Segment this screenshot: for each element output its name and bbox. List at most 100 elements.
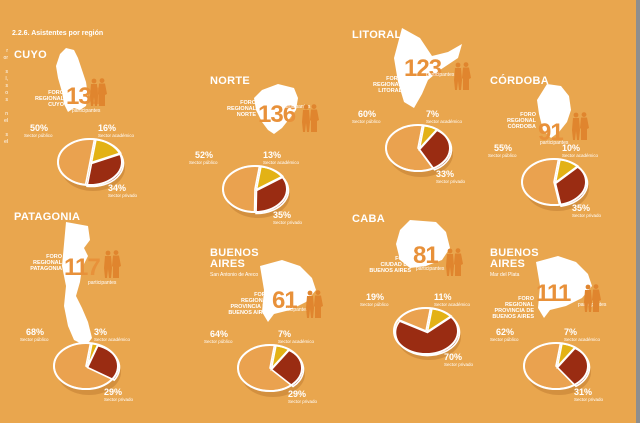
label-sector-academico: Sector académico [564, 337, 601, 342]
pct-sector-privado: 34% [108, 183, 127, 193]
sector-pie-chart [519, 337, 593, 404]
pct-sector-privado: 33% [436, 169, 455, 179]
label-sector-academico: Sector académico [263, 160, 300, 165]
pct-sector-privado: 70% [444, 352, 463, 362]
region-name: NORTE [210, 75, 250, 87]
people-icon [570, 112, 590, 145]
region-map-shape [254, 84, 298, 134]
pct-sector-publico: 68% [26, 327, 45, 337]
label-sector-academico: Sector académico [426, 119, 463, 124]
region-map-shape [396, 220, 450, 268]
label-sector-privado: Sector privado [574, 397, 604, 402]
label-sector-academico: Sector académico [562, 153, 599, 158]
pct-sector-privado: 29% [104, 387, 123, 397]
participants-label: participantes [578, 302, 607, 308]
participants-label: participantes [416, 266, 445, 272]
region-name: PATAGONIA [14, 211, 81, 223]
label-sector-privado: Sector privado [572, 213, 602, 218]
label-sector-academico: Sector académico [94, 337, 131, 342]
participants-label: participantes [280, 307, 309, 313]
label-sector-publico: Sector público [204, 339, 233, 344]
foro-label: FORO CIUDAD DE BUENOS AIRES [369, 256, 411, 274]
participants-count: 61 [272, 287, 298, 314]
region-name: CUYO [14, 49, 47, 61]
sector-pie-chart [381, 119, 455, 186]
pct-sector-academico: 13% [263, 150, 282, 160]
people-icon [88, 78, 108, 111]
foro-label: FORO REGIONAL CUYO [34, 90, 64, 108]
pct-sector-privado: 29% [288, 389, 307, 399]
pct-sector-academico: 7% [278, 329, 292, 339]
label-sector-publico: Sector público [20, 337, 49, 342]
participants-count: 81 [413, 242, 439, 269]
label-sector-privado: Sector privado [288, 399, 318, 404]
region-map-shape [62, 222, 92, 346]
pct-sector-publico: 52% [195, 150, 214, 160]
pct-sector-publico: 50% [30, 123, 49, 133]
people-icon [300, 104, 320, 137]
pct-sector-publico: 62% [496, 327, 515, 337]
label-sector-academico: Sector académico [278, 339, 315, 344]
label-sector-privado: Sector privado [104, 397, 134, 402]
participants-label: participantes [426, 72, 455, 78]
pct-sector-privado: 35% [572, 203, 591, 213]
previous-page-text-fragment: r or s l, s o s n el s el [3, 48, 8, 145]
label-sector-publico: Sector público [24, 133, 53, 138]
participants-count: 123 [404, 55, 442, 82]
label-sector-publico: Sector público [352, 119, 381, 124]
pct-sector-publico: 64% [210, 329, 229, 339]
pct-sector-academico: 7% [426, 109, 440, 119]
foro-label: FORO REGIONAL PROVINCIA DE BUENOS AIRES [228, 292, 270, 316]
label-sector-publico: Sector público [189, 160, 218, 165]
pct-sector-privado: 31% [574, 387, 593, 397]
sector-pie-chart [233, 339, 307, 406]
region-map-shape [56, 48, 88, 112]
foro-label: FORO REGIONAL LITORAL [372, 76, 402, 94]
region-name: CABA [352, 213, 385, 225]
foro-label: FORO REGIONAL PROVINCIA DE BUENOS AIRES [492, 296, 534, 320]
region-name: LITORAL [352, 29, 402, 41]
foro-label: FORO REGIONAL CÓRDOBA [506, 112, 536, 130]
pct-sector-academico: 10% [562, 143, 581, 153]
people-icon [444, 248, 464, 281]
people-icon [582, 284, 602, 317]
region-map-shape [260, 260, 316, 322]
label-sector-publico: Sector público [360, 302, 389, 307]
pct-sector-academico: 3% [94, 327, 108, 337]
label-sector-privado: Sector privado [436, 179, 466, 184]
sector-pie-chart [53, 133, 127, 200]
foro-label: FORO REGIONAL PATAGONIA [30, 254, 62, 272]
pct-sector-academico: 7% [564, 327, 578, 337]
people-icon [452, 62, 472, 95]
region-map-shape [536, 256, 592, 318]
people-icon [102, 250, 122, 283]
label-sector-academico: Sector académico [98, 133, 135, 138]
pct-sector-academico: 16% [98, 123, 117, 133]
label-sector-privado: Sector privado [273, 220, 303, 225]
label-sector-publico: Sector público [490, 337, 519, 342]
participants-count: 91 [538, 119, 564, 146]
label-sector-publico: Sector público [488, 153, 517, 158]
sector-pie-chart [517, 153, 591, 220]
label-sector-privado: Sector privado [108, 193, 138, 198]
pct-sector-publico: 55% [494, 143, 513, 153]
pct-sector-publico: 19% [366, 292, 385, 302]
section-title: 2.2.6. Asistentes por región [12, 30, 104, 37]
participants-label: participantes [88, 280, 117, 286]
pct-sector-publico: 60% [358, 109, 377, 119]
people-icon [304, 290, 324, 323]
sector-pie-chart [218, 160, 292, 227]
page-edge-border [636, 0, 640, 423]
foro-label: FORO REGIONAL NORTE [226, 100, 256, 118]
pct-sector-privado: 35% [273, 210, 292, 220]
pct-sector-academico: 11% [434, 292, 452, 302]
participants-count: 136 [258, 101, 296, 128]
region-map-shape [394, 28, 462, 108]
region-subtitle: San Antonio de Areco [210, 272, 259, 278]
region-name: BUENOS AIRES [490, 247, 539, 270]
sector-pie-chart [389, 302, 463, 369]
participants-label: participantes [72, 108, 101, 114]
region-map-shape [537, 84, 571, 138]
label-sector-privado: Sector privado [444, 362, 474, 367]
region-name: BUENOS AIRES [210, 247, 259, 270]
